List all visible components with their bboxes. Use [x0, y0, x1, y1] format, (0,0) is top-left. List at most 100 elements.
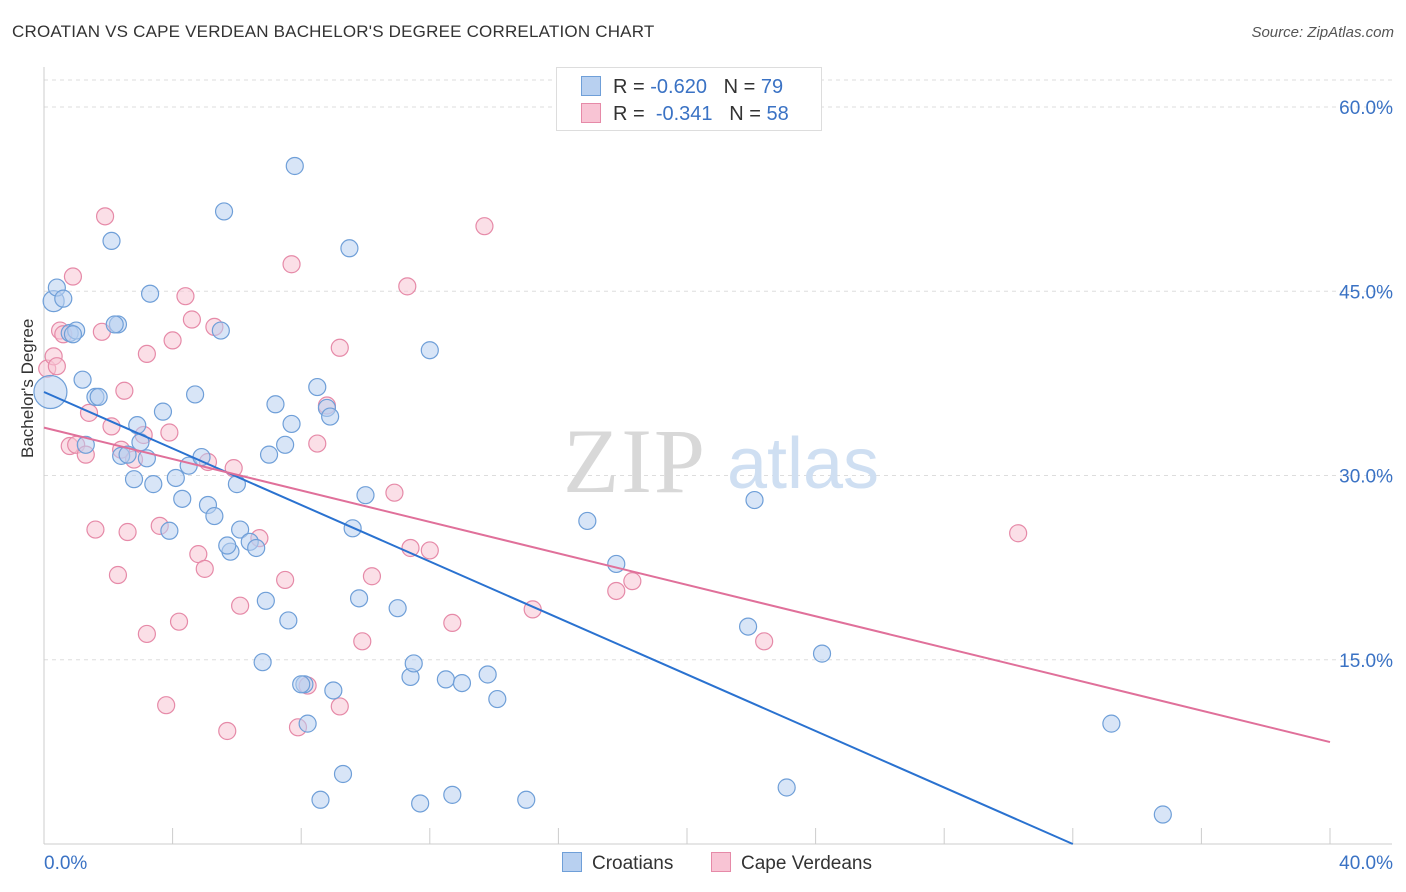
source-label: Source: ZipAtlas.com	[1251, 24, 1394, 41]
croatian-point	[578, 511, 597, 531]
legend-n-value: 58	[766, 103, 789, 125]
croatian-point	[124, 470, 144, 489]
y-tick-label: 15.0%	[1339, 651, 1393, 672]
cape-verdean-point	[157, 696, 176, 715]
cape-verdean-point	[623, 572, 642, 591]
croatian-points	[33, 156, 1172, 824]
legend-swatch-pink	[711, 852, 731, 872]
croatian-point	[745, 490, 764, 510]
croatian-point	[1153, 805, 1172, 824]
gridlines	[44, 79, 1392, 661]
cape-verdean-point	[47, 357, 66, 376]
cape-verdean-point	[475, 217, 494, 236]
croatian-point	[231, 520, 250, 539]
croatian-point	[89, 387, 108, 407]
croatian-point	[247, 538, 266, 558]
cape-verdean-point	[137, 344, 156, 364]
bottom-legend-cape-verdeans[interactable]: Cape Verdeans	[711, 852, 872, 875]
croatian-point	[256, 591, 275, 610]
croatian-point	[105, 315, 124, 334]
croatian-point	[738, 617, 758, 636]
tick-labels: 15.0% 30.0% 45.0% 60.0% 0.0% 40.0%	[44, 98, 1393, 874]
y-axis-label: Bachelor's Degree	[18, 318, 37, 458]
cape-verdean-point	[160, 423, 179, 442]
y-tick-label: 60.0%	[1339, 98, 1393, 119]
croatian-point	[266, 395, 285, 414]
cape-verdean-point	[420, 541, 439, 560]
cape-verdean-point	[231, 596, 250, 615]
croatian-point	[478, 665, 497, 684]
legend-n-value: 79	[760, 76, 784, 98]
croatian-point	[211, 321, 230, 340]
bottom-legend-label: Croatians	[592, 853, 674, 874]
croatian-point	[452, 673, 472, 693]
cape-verdean-trend-line	[43, 426, 1331, 744]
cape-verdean-point	[182, 310, 201, 329]
croatian-point	[33, 374, 68, 410]
legend-r-value: -0.620	[650, 76, 707, 98]
croatian-point	[279, 611, 298, 630]
legend-r-label: R =	[613, 76, 645, 98]
croatian-point	[443, 785, 462, 804]
cape-verdean-point	[108, 565, 128, 585]
cape-verdean-point	[1009, 524, 1028, 543]
croatian-point	[298, 714, 317, 733]
croatian-point	[118, 445, 137, 464]
watermark: ZIP atlas	[563, 410, 879, 512]
croatian-point	[227, 475, 246, 494]
legend-r-value: -0.341	[655, 103, 713, 125]
legend-swatch-blue	[581, 76, 601, 96]
cape-verdean-point	[79, 403, 99, 422]
legend-r-label: R =	[613, 103, 645, 125]
croatian-point	[488, 689, 507, 709]
croatian-point	[340, 239, 359, 258]
cape-verdean-point	[362, 567, 382, 586]
croatian-point	[1102, 714, 1121, 733]
cape-verdean-point	[95, 207, 115, 226]
croatian-point	[388, 599, 407, 618]
croatian-point	[205, 506, 224, 526]
croatian-point	[144, 475, 163, 494]
cape-verdean-point	[276, 570, 295, 590]
cape-verdean-point	[86, 520, 105, 539]
croatian-point	[153, 402, 173, 421]
cape-verdean-point	[308, 434, 327, 453]
legend-swatch-blue	[562, 852, 582, 872]
croatian-point	[160, 521, 179, 540]
croatian-point	[186, 385, 205, 404]
cape-verdean-point	[398, 277, 417, 296]
croatian-point	[140, 284, 160, 303]
bottom-legend-croatians[interactable]: Croatians	[562, 852, 673, 875]
croatian-point	[292, 675, 311, 694]
croatian-point	[356, 486, 375, 505]
cape-verdean-point	[63, 267, 83, 286]
legend-row-croatians: R = -0.620 N = 79	[581, 76, 783, 99]
cape-verdean-point	[607, 581, 626, 601]
croatian-point	[311, 790, 330, 809]
cape-verdean-point	[115, 381, 134, 400]
croatian-point	[253, 653, 272, 672]
cape-verdean-point	[282, 255, 301, 274]
croatian-point	[321, 407, 340, 426]
axes	[43, 67, 1392, 845]
legend-n-label: N =	[729, 103, 761, 125]
croatian-point	[73, 370, 92, 389]
cape-verdean-point	[385, 483, 404, 502]
croatian-point	[166, 468, 185, 488]
croatian-point	[411, 794, 430, 813]
croatian-point	[777, 778, 796, 797]
bottom-legend-label: Cape Verdeans	[741, 853, 872, 874]
croatian-point	[173, 489, 192, 508]
croatian-point	[76, 435, 95, 454]
croatian-point	[102, 231, 121, 251]
legend-n-label: N =	[723, 76, 756, 98]
cape-verdean-point	[169, 612, 189, 631]
watermark-atlas: atlas	[727, 424, 879, 504]
trend-lines	[43, 391, 1331, 845]
croatian-point	[276, 435, 295, 454]
croatian-point	[333, 764, 353, 784]
cape-verdean-point	[118, 522, 137, 542]
croatian-point	[349, 589, 369, 608]
croatian-point	[63, 325, 83, 344]
